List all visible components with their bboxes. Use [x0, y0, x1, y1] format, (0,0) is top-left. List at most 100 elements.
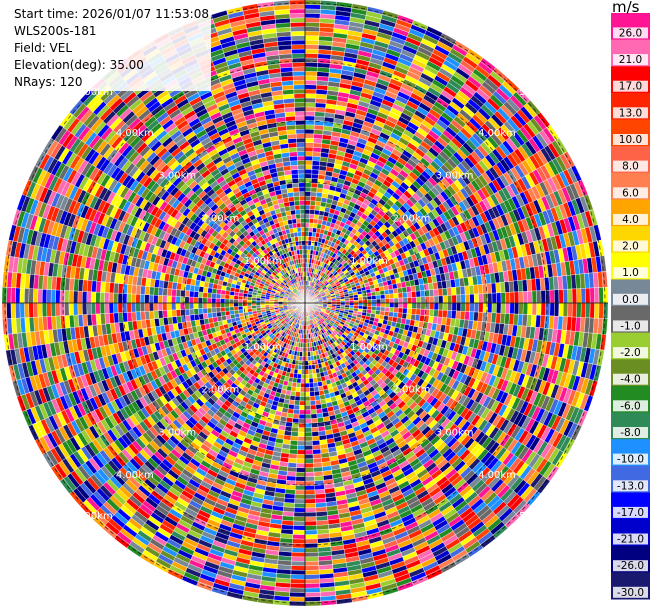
- velocity-bin: [294, 498, 306, 504]
- velocity-bin: [304, 218, 310, 224]
- velocity-bin: [567, 302, 573, 318]
- velocity-bin: [465, 302, 471, 312]
- velocity-bin: [298, 418, 306, 424]
- velocity-bin: [393, 293, 399, 299]
- velocity-bin: [456, 294, 462, 304]
- velocity-bin: [304, 538, 318, 544]
- velocity-bin: [286, 471, 297, 477]
- velocity-bin: [370, 291, 377, 297]
- velocity-bin: [455, 310, 461, 320]
- velocity-bin: [438, 295, 444, 304]
- velocity-bin: [308, 369, 313, 375]
- velocity-bin: [312, 156, 321, 162]
- velocity-bin: [487, 293, 493, 304]
- velocity-bin: [295, 387, 301, 393]
- velocity-bin: [558, 289, 564, 304]
- velocity-bin: [358, 302, 364, 307]
- velocity-bin: [304, 600, 322, 607]
- velocity-bin: [420, 296, 426, 304]
- velocity-bin: [314, 209, 320, 216]
- velocity-bin: [308, 364, 313, 370]
- velocity-bin: [291, 556, 306, 562]
- velocity-bin: [289, 583, 306, 589]
- velocity-bin: [310, 187, 318, 193]
- velocity-bin: [312, 444, 321, 450]
- velocity-bin: [554, 302, 560, 317]
- velocity-bin: [313, 475, 324, 482]
- velocity-bin: [289, 395, 296, 401]
- velocity-bin: [304, 476, 315, 482]
- velocity-bin: [451, 310, 457, 319]
- velocity-bin: [304, 414, 312, 420]
- velocity-bin: [447, 302, 453, 311]
- velocity-bin: [313, 124, 324, 131]
- velocity-bin: [310, 182, 318, 188]
- velocity-bin: [500, 292, 506, 304]
- velocity-bin: [291, 560, 306, 567]
- velocity-bin: [433, 309, 439, 318]
- velocity-bin: [402, 292, 408, 299]
- velocity-bin: [549, 289, 555, 304]
- velocity-bin: [295, 476, 306, 482]
- velocity-bin: [311, 431, 320, 437]
- velocity-bin: [313, 457, 322, 464]
- velocity-bin: [304, 26, 320, 32]
- velocity-bin: [527, 302, 533, 316]
- velocity-bin: [307, 360, 312, 366]
- velocity-bin: [294, 400, 301, 406]
- velocity-bin: [287, 462, 297, 468]
- velocity-bin: [402, 302, 408, 309]
- velocity-bin: [304, 409, 311, 415]
- velocity-bin: [397, 287, 403, 294]
- velocity-bin: [314, 390, 320, 397]
- velocity-bin: [304, 418, 312, 424]
- velocity-bin: [295, 391, 301, 397]
- velocity-bin: [294, 494, 306, 500]
- velocity-bin: [304, 249, 308, 255]
- velocity-bin: [487, 302, 493, 313]
- velocity-bin: [296, 454, 306, 460]
- velocity-bin: [304, 578, 320, 584]
- velocity-bin: [290, 578, 306, 584]
- velocity-bin: [313, 462, 323, 468]
- velocity-bin: [297, 369, 302, 375]
- velocity-bin: [304, 534, 318, 540]
- velocity-bin: [598, 287, 604, 304]
- velocity-bin: [284, 488, 296, 495]
- velocity-bin: [527, 290, 533, 304]
- velocity-bin: [292, 543, 306, 549]
- velocity-bin: [420, 308, 426, 316]
- velocity-bin: [420, 302, 426, 310]
- velocity-bin: [531, 302, 537, 316]
- velocity-bin: [288, 453, 298, 459]
- velocity-bin: [406, 308, 412, 315]
- velocity-bin: [289, 596, 306, 602]
- velocity-bin: [469, 293, 475, 304]
- velocity-bin: [289, 587, 306, 593]
- velocity-bin: [304, 467, 315, 473]
- velocity-bin: [304, 552, 319, 558]
- velocity-bin: [297, 440, 306, 446]
- velocity-bin: [304, 400, 311, 406]
- velocity-bin: [366, 292, 372, 297]
- velocity-bin: [304, 391, 311, 397]
- velocity-bin: [393, 307, 399, 313]
- velocity-bin: [304, 182, 312, 188]
- velocity-bin: [304, 396, 311, 402]
- velocity-bin: [490, 282, 497, 294]
- velocity-bin: [392, 288, 399, 294]
- velocity-bin: [302, 351, 306, 357]
- velocity-bin: [473, 293, 479, 304]
- velocity-bin: [295, 467, 306, 473]
- velocity-bin: [292, 534, 306, 540]
- velocity-bin: [304, 80, 317, 86]
- velocity-bin: [299, 391, 306, 397]
- velocity-bin: [304, 351, 308, 357]
- velocity-bin: [292, 529, 306, 535]
- velocity-bin: [304, 436, 313, 442]
- velocity-bin: [429, 302, 435, 310]
- velocity-bin: [304, 124, 315, 130]
- velocity-bin: [304, 0, 322, 6]
- velocity-bin: [288, 600, 306, 607]
- velocity-bin: [306, 342, 310, 348]
